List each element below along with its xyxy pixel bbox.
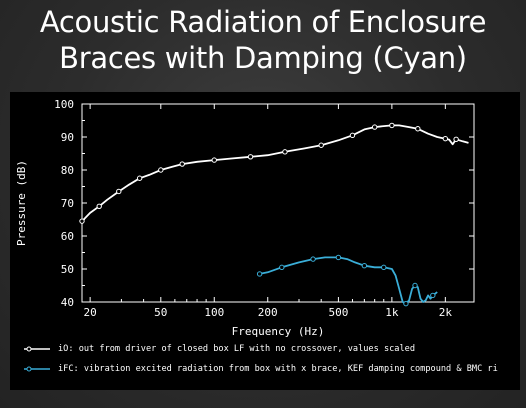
series-marker-io bbox=[453, 136, 459, 143]
slide-title-line-1: Acoustic Radiation of Enclosure bbox=[39, 5, 487, 39]
series-marker-ifc bbox=[430, 292, 436, 299]
series-marker-io bbox=[247, 154, 254, 160]
y-tick-label: 90 bbox=[61, 131, 74, 144]
y-tick-label: 70 bbox=[61, 197, 74, 210]
legend-swatch-io bbox=[24, 346, 50, 352]
x-tick-label: 20 bbox=[84, 306, 97, 319]
series-line-io bbox=[81, 124, 469, 222]
y-axis-label: Pressure (dB) bbox=[15, 160, 28, 246]
series-marker-ifc bbox=[412, 282, 418, 289]
chart-panel: 40 50 60 70 80 90 100 20 50 100 200 500 1k 2k Frequenc… bbox=[10, 92, 520, 390]
series-marker-io bbox=[442, 135, 449, 142]
series-marker-ifc bbox=[361, 263, 368, 269]
series-marker-io bbox=[158, 167, 164, 173]
slide-title-line-2: Braces with Damping (Cyan) bbox=[59, 41, 467, 75]
series-marker-ifc bbox=[335, 254, 342, 261]
y-tick-label: 40 bbox=[61, 296, 74, 309]
series-marker-io bbox=[211, 157, 217, 163]
slide-title: Acoustic Radiation of Enclosure Braces w… bbox=[0, 4, 526, 76]
y-tick-label: 60 bbox=[61, 230, 74, 243]
plot-frame bbox=[81, 103, 475, 303]
legend-entry-io: iO: out from driver of closed box LF wit… bbox=[22, 342, 522, 356]
series-marker-ifc bbox=[403, 300, 409, 307]
legend-label-ifc: iFC: vibration excited radiation from bo… bbox=[58, 364, 498, 374]
series-marker-io bbox=[282, 149, 288, 155]
series-line-ifc bbox=[259, 256, 438, 305]
series-marker-io bbox=[116, 188, 122, 195]
series-marker-ifc bbox=[256, 271, 263, 277]
series-marker-io bbox=[371, 124, 378, 130]
legend-entry-ifc: iFC: vibration excited radiation from bo… bbox=[22, 362, 522, 376]
series-marker-io bbox=[415, 126, 421, 132]
x-tick-label: 200 bbox=[258, 306, 278, 319]
frequency-response-chart: 40 50 60 70 80 90 100 20 50 100 200 500 1k 2k Frequenc… bbox=[15, 98, 475, 338]
series-marker-ifc bbox=[381, 264, 387, 271]
x-tick-label: 2k bbox=[439, 306, 453, 319]
x-tick-label: 1k bbox=[385, 306, 399, 319]
series-marker-io bbox=[79, 218, 85, 224]
series-marker-ifc bbox=[279, 264, 285, 271]
series-marker-io bbox=[349, 132, 356, 139]
y-tick-label: 100 bbox=[54, 98, 74, 111]
legend-label-io: iO: out from driver of closed box LF wit… bbox=[58, 344, 415, 354]
series-marker-io bbox=[318, 142, 324, 148]
x-axis-label: Frequency (Hz) bbox=[232, 325, 325, 338]
series-marker-io bbox=[96, 203, 102, 210]
y-tick-label: 80 bbox=[61, 164, 74, 177]
series-marker-ifc bbox=[310, 256, 316, 262]
x-tick-label: 50 bbox=[154, 306, 167, 319]
series-marker-io bbox=[389, 122, 395, 129]
series-marker-io bbox=[179, 161, 185, 167]
series-marker-io bbox=[136, 175, 143, 181]
x-tick-label: 100 bbox=[204, 306, 224, 319]
legend-swatch-ifc bbox=[24, 366, 50, 372]
x-tick-label: 500 bbox=[328, 306, 348, 319]
y-tick-label: 50 bbox=[61, 263, 74, 276]
